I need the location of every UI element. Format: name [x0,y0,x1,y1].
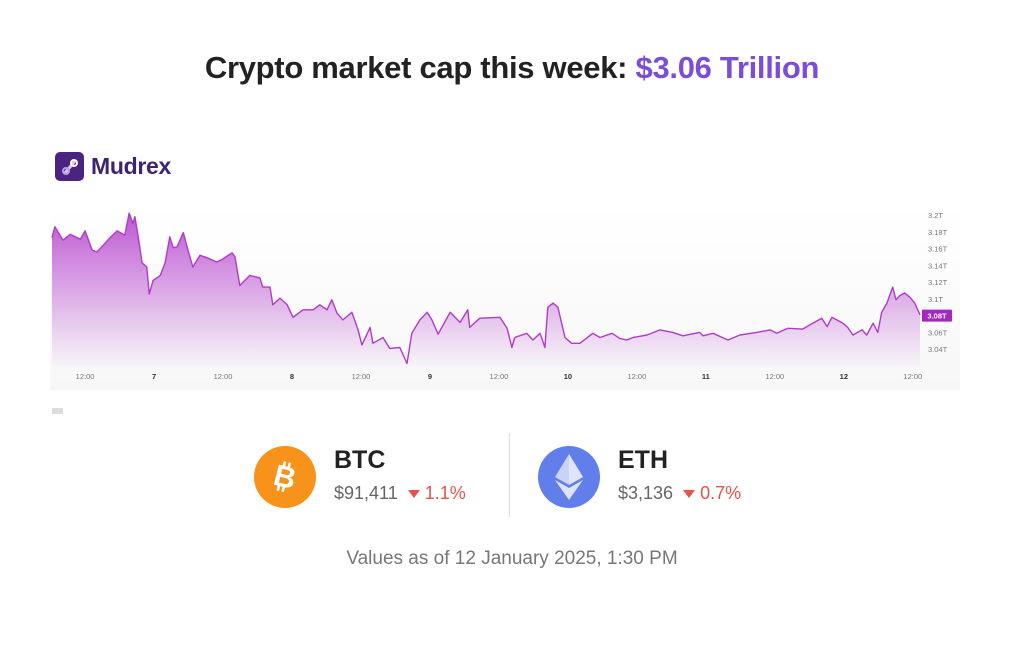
btc-change-value: 1.1% [424,483,466,503]
chart-scroll-handle[interactable] [52,408,63,414]
x-tick-label: 8 [290,372,294,381]
y-tick-label: 3.1T [928,295,943,304]
eth-card: ETH $3,136 0.7% [538,446,741,508]
y-tick-label: 3.04T [928,345,948,354]
eth-price: $3,136 [618,483,674,503]
x-tick-label: 12:00 [352,372,371,381]
page-title: Crypto market cap this week: $3.06 Trill… [0,50,1024,86]
x-tick-label: 12:00 [76,372,95,381]
btc-price: $91,411 [334,483,398,503]
market-cap-value: $3.06 Trillion [635,50,820,85]
mudrex-logo: Mudrex [55,152,171,181]
x-tick-label: 7 [152,372,156,381]
x-tick-label: 12:00 [628,372,647,381]
btc-symbol: BTC [334,446,386,474]
x-tick-label: 10 [564,372,572,381]
btc-change: 1.1% [407,483,466,504]
y-tick-label: 3.2T [928,211,943,220]
x-tick-label: 12:00 [214,372,233,381]
eth-change: 0.7% [683,483,741,504]
y-tick-label: 3.14T [928,261,948,270]
current-value-badge [922,309,952,322]
down-triangle-icon [407,489,420,498]
x-tick-label: 12 [840,372,848,381]
ethereum-icon [538,446,600,508]
eth-symbol: ETH [618,446,668,474]
btc-card: B BTC $91,411 1.1% [254,446,466,508]
x-tick-label: 12:00 [490,372,509,381]
y-tick-label: 3.16T [928,245,948,254]
x-tick-label: 11 [702,372,710,381]
y-tick-label: 3.06T [928,328,948,337]
area-fill [52,213,920,366]
market-cap-chart: 3.2T 3.18T 3.16T 3.14T 3.12T 3.1T 3.06T 3.04T 3.… [50,205,960,390]
x-tick-label: 9 [428,372,432,381]
eth-change-value: 0.7% [700,483,742,503]
bitcoin-icon: B [254,446,316,508]
divider [509,433,510,517]
brand-name: Mudrex [91,153,171,179]
current-value-label: 3.08T [927,312,947,321]
x-tick-label: 12:00 [903,372,922,381]
values-timestamp: Values as of 12 January 2025, 1:30 PM [346,548,678,569]
y-tick-label: 3.18T [928,228,948,237]
title-prefix: Crypto market cap this week: [204,50,636,85]
x-tick-label: 12:00 [765,372,784,381]
mudrex-logo-icon [55,152,84,181]
y-tick-label: 3.12T [928,278,948,287]
down-triangle-icon [683,489,696,498]
series-line [51,212,921,365]
